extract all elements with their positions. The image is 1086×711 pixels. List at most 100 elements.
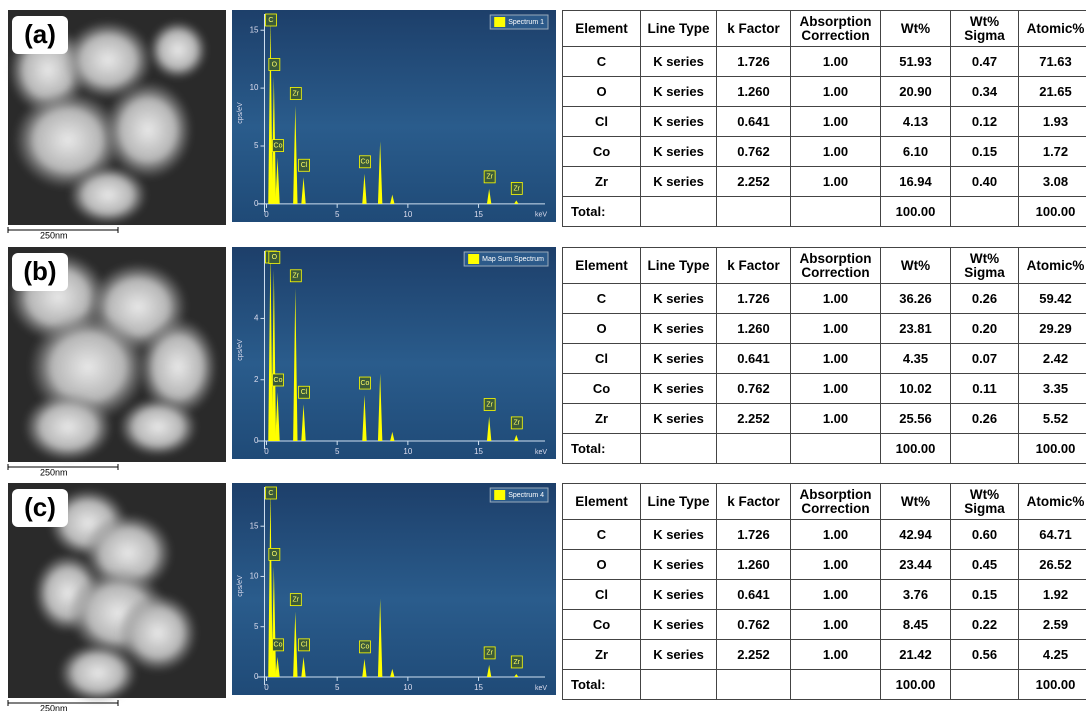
table-cell: 1.00	[790, 343, 881, 374]
table-cell: 100.00	[1018, 196, 1086, 227]
particle	[118, 593, 198, 673]
table-cell: Total:	[562, 433, 641, 464]
table-cell: 1.00	[790, 313, 881, 344]
table-cell: 16.94	[880, 166, 951, 197]
peak-label: Cl	[301, 162, 308, 169]
table-cell: 21.42	[880, 639, 951, 670]
table-cell: 1.00	[790, 136, 881, 167]
table-row: Cl K series 0.641 1.00 3.76 0.15 1.92	[562, 579, 1086, 610]
table-row: Cl K series 0.641 1.00 4.13 0.12 1.93	[562, 106, 1086, 137]
particle	[148, 20, 208, 80]
table-cell: 0.641	[716, 579, 791, 610]
peak-label-box	[483, 398, 496, 411]
table-cell	[950, 669, 1019, 700]
peak-label-box	[289, 87, 302, 100]
table-cell: 1.00	[790, 283, 881, 314]
peak-label-box	[265, 486, 277, 500]
table-row: Co K series 0.762 1.00 10.02 0.11 3.35	[562, 373, 1086, 404]
table-cell: 1.00	[790, 373, 881, 404]
peak	[275, 157, 280, 204]
legend-label: Map Sum Spectrum	[482, 256, 544, 263]
table-cell: O	[562, 549, 641, 580]
y-tick-label: 10	[250, 572, 259, 581]
table-row: Co K series 0.762 1.00 6.10 0.15 1.72	[562, 136, 1086, 167]
peak-label: Cl	[301, 389, 308, 396]
table-cell: 100.00	[880, 433, 951, 464]
table-row: Total: 100.00 100.00	[562, 196, 1086, 227]
table-cell: 100.00	[880, 669, 951, 700]
table-cell: 0.762	[716, 373, 791, 404]
table-cell: K series	[640, 166, 717, 197]
scale-bar-label: 250nm	[40, 230, 68, 240]
table-cell: C	[562, 519, 641, 550]
x-axis-label: keV	[535, 449, 547, 456]
table-cell: 1.00	[790, 166, 881, 197]
table-cell: Atomic%	[1018, 483, 1086, 520]
table-cell: 1.00	[790, 579, 881, 610]
x-tick-label: 5	[335, 447, 340, 456]
table-cell: K series	[640, 106, 717, 137]
spectrum-chart: 0 5 10 15 0 5 10 15 keV cps/eV C O Co Zr Cl Co Zr Zr Spect…	[232, 483, 556, 695]
table-cell	[640, 669, 717, 700]
table-cell: Absorption Correction	[790, 247, 881, 284]
table-cell: 100.00	[1018, 669, 1086, 700]
particle	[13, 90, 123, 190]
table-cell: k Factor	[716, 247, 791, 284]
peak	[514, 434, 519, 442]
table-cell: K series	[640, 609, 717, 640]
table-cell: 4.13	[880, 106, 951, 137]
peak	[486, 664, 492, 677]
table-cell: K series	[640, 343, 717, 374]
particle	[68, 165, 148, 225]
peak-label: Zr	[293, 596, 300, 603]
peak-label: Co	[274, 142, 283, 149]
legend-label: Spectrum 4	[508, 492, 544, 499]
table-cell: Line Type	[640, 483, 717, 520]
table-cell: Zr	[562, 403, 641, 434]
particle	[23, 392, 113, 462]
peak	[486, 416, 492, 442]
x-tick-label: 5	[335, 683, 340, 692]
table-cell: 4.25	[1018, 639, 1086, 670]
table-row: Total: 100.00 100.00	[562, 669, 1086, 700]
table-cell: Cl	[562, 106, 641, 137]
legend: Spectrum 1	[489, 14, 549, 30]
peak-label: Co	[274, 377, 283, 384]
peak-label-box	[510, 182, 523, 195]
table-cell: Line Type	[640, 10, 717, 47]
particle	[63, 20, 153, 100]
table-cell: k Factor	[716, 483, 791, 520]
y-tick-label: 15	[250, 25, 259, 34]
eds-table: Element Line Type k Factor Absorption Corre…	[562, 10, 1086, 227]
table-cell: 3.76	[880, 579, 951, 610]
x-tick-label: 10	[403, 683, 412, 692]
chart-bg	[232, 247, 556, 459]
y-tick-label: 0	[254, 672, 259, 681]
peak-label: C	[268, 17, 273, 24]
peak	[268, 487, 273, 677]
table-cell: Zr	[562, 639, 641, 670]
table-cell: K series	[640, 549, 717, 580]
table-cell	[640, 433, 717, 464]
table-cell: 1.93	[1018, 106, 1086, 137]
table-cell: 26.52	[1018, 549, 1086, 580]
peak	[390, 431, 395, 442]
legend: Map Sum Spectrum	[463, 251, 549, 267]
peak-label: O	[272, 61, 278, 68]
table-cell: K series	[640, 313, 717, 344]
x-tick-label: 0	[264, 447, 269, 456]
table-cell: O	[562, 313, 641, 344]
peak	[293, 287, 298, 442]
table-cell: 1.00	[790, 519, 881, 550]
x-tick-label: 10	[403, 210, 412, 219]
peak-label: Cl	[301, 642, 308, 649]
peak-label-box	[268, 250, 281, 264]
peak	[301, 656, 306, 677]
table-cell: 0.12	[950, 106, 1019, 137]
peak	[275, 656, 280, 677]
table-cell	[790, 196, 881, 227]
chart-bg	[232, 483, 556, 695]
table-cell: Total:	[562, 196, 641, 227]
